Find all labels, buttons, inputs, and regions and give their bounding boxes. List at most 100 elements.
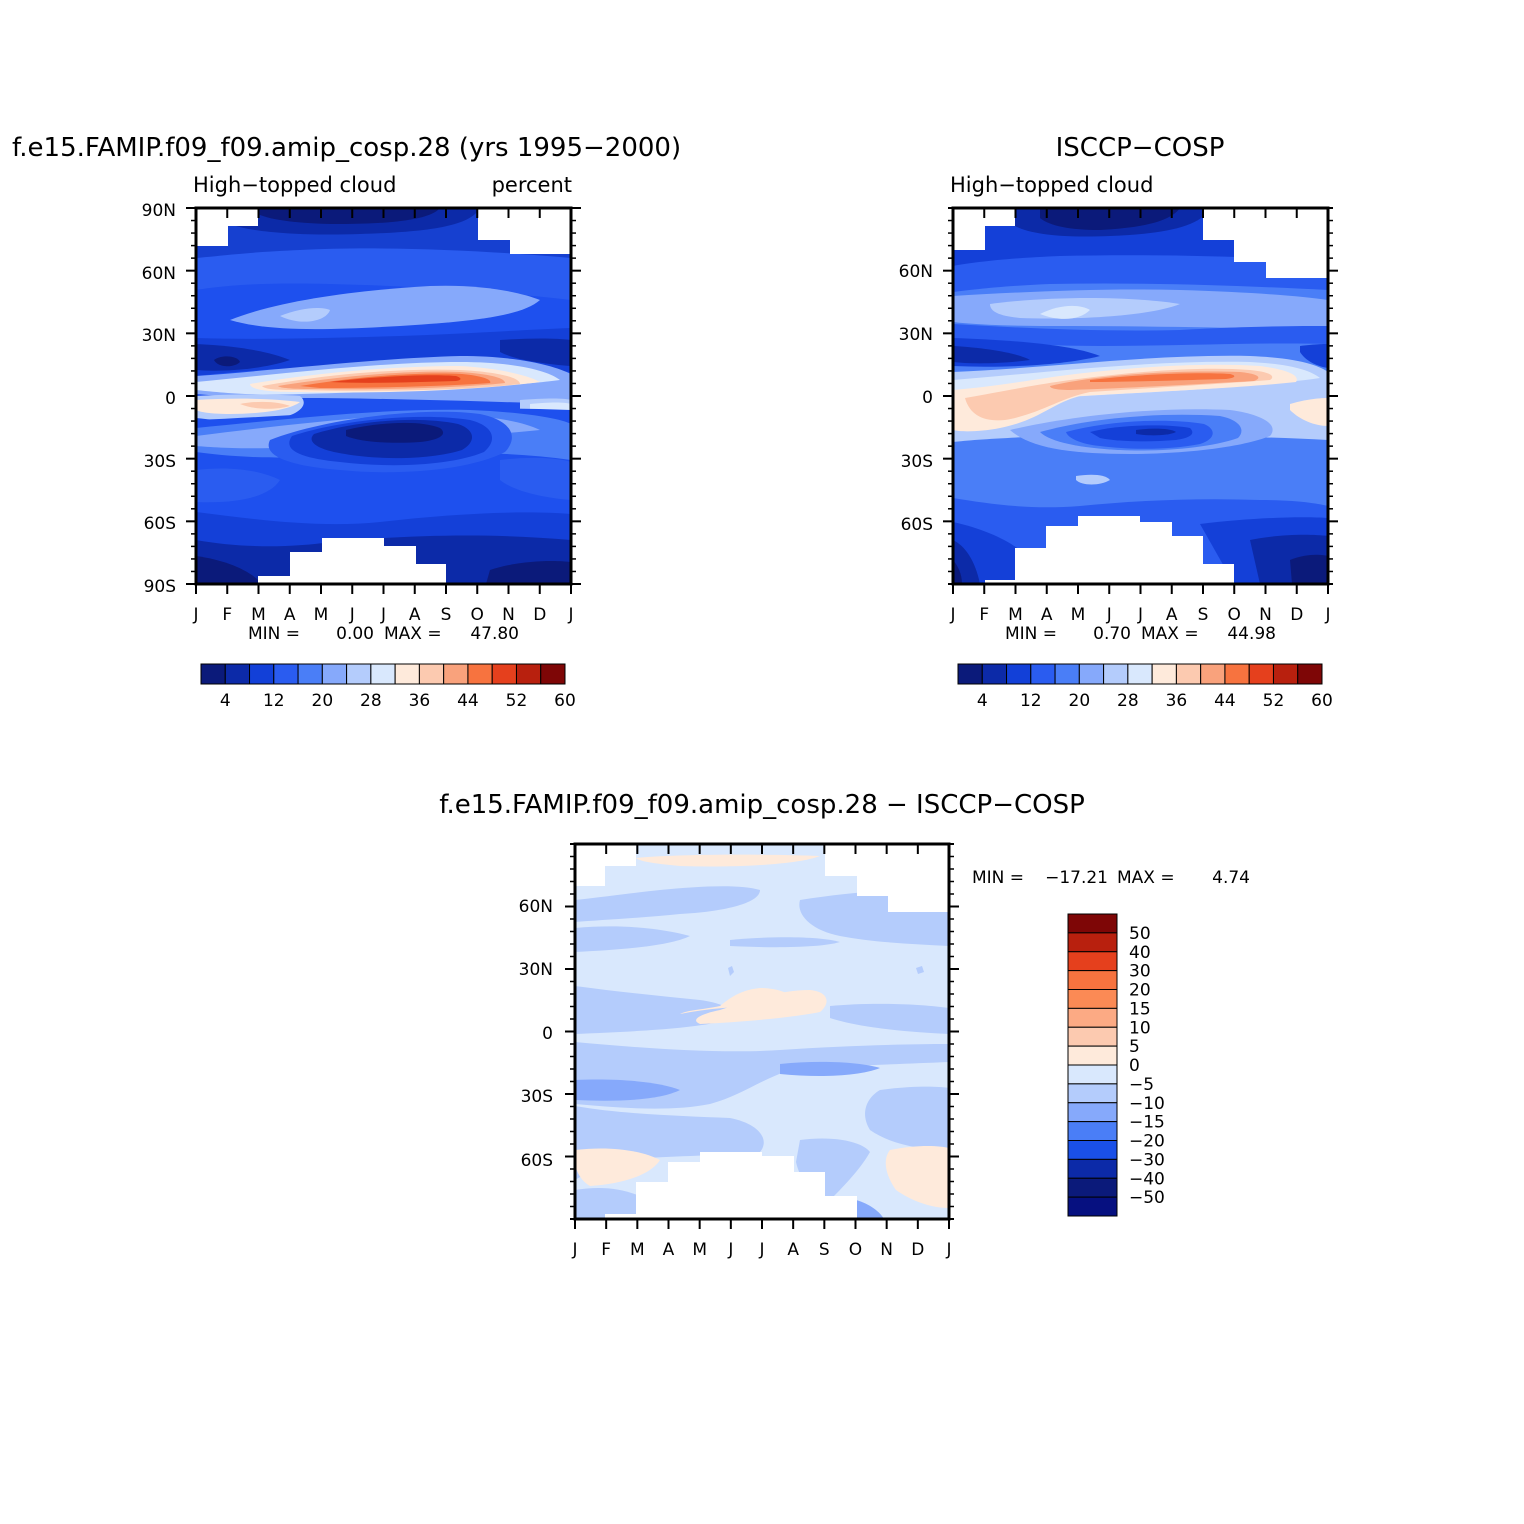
colorbar-swatch bbox=[1103, 663, 1129, 685]
obs-max-label: MAX = bbox=[1141, 624, 1199, 644]
model-lat-label: 0 bbox=[165, 389, 176, 409]
month-label: J bbox=[945, 1240, 951, 1260]
month-label: S bbox=[441, 605, 452, 625]
diff-contour-field bbox=[575, 844, 949, 1219]
colorbar-swatch bbox=[1067, 1196, 1118, 1217]
diff-title: f.e15.FAMIP.f09_f09.amip_cosp.28 − ISCCP… bbox=[439, 790, 1085, 820]
obs-lat-label: 30S bbox=[901, 452, 933, 472]
month-label: J bbox=[1137, 605, 1143, 625]
obs-axis-ticks bbox=[943, 207, 1338, 594]
obs-colorbar: 4 12 20 28 36 44 52 60 bbox=[957, 663, 1333, 711]
colorbar-label: 20 bbox=[1069, 691, 1091, 711]
colorbar-swatch bbox=[1151, 663, 1177, 685]
colorbar-swatch bbox=[1030, 663, 1056, 685]
colorbar-swatch bbox=[1067, 1158, 1118, 1179]
month-label: M bbox=[630, 1240, 645, 1260]
obs-lat-label: 0 bbox=[922, 388, 933, 408]
colorbar-swatch bbox=[1067, 932, 1118, 953]
model-contour-field bbox=[196, 208, 571, 584]
colorbar-swatch bbox=[1006, 663, 1032, 685]
diff-lat-label: 0 bbox=[542, 1024, 553, 1044]
obs-contour-field bbox=[953, 208, 1328, 584]
month-label: J bbox=[349, 605, 355, 625]
model-colorbar: 4 12 20 28 36 44 52 60 bbox=[200, 663, 576, 711]
month-label: J bbox=[571, 1240, 577, 1260]
month-label: F bbox=[979, 605, 989, 625]
month-label: J bbox=[727, 1240, 733, 1260]
colorbar-swatch bbox=[224, 663, 251, 685]
month-label: M bbox=[1008, 605, 1023, 625]
month-label: A bbox=[284, 605, 296, 625]
colorbar-label: 52 bbox=[1263, 691, 1285, 711]
diff-max-value: 4.74 bbox=[1212, 868, 1250, 888]
month-label: M bbox=[1071, 605, 1086, 625]
colorbar-swatch bbox=[540, 663, 566, 685]
obs-lat-label: 30N bbox=[899, 325, 933, 345]
diff-min-value: −17.21 bbox=[1045, 868, 1108, 888]
diff-min-label: MIN = bbox=[972, 868, 1024, 888]
diff-max-label: MAX = bbox=[1117, 868, 1175, 888]
colorbar-label: 50 bbox=[1129, 924, 1151, 944]
month-label: A bbox=[663, 1240, 675, 1260]
colorbar-swatch bbox=[394, 663, 420, 685]
colorbar-label: −15 bbox=[1129, 1113, 1165, 1133]
colorbar-swatch bbox=[1067, 951, 1118, 972]
colorbar-swatch bbox=[1067, 1007, 1118, 1028]
panel-model: f.e15.FAMIP.f09_f09.amip_cosp.28 (yrs 19… bbox=[12, 133, 681, 711]
month-label: D bbox=[911, 1240, 924, 1260]
month-label: N bbox=[880, 1240, 893, 1260]
colorbar-swatch bbox=[200, 663, 226, 685]
month-label: A bbox=[1166, 605, 1178, 625]
colorbar-label: 12 bbox=[1020, 691, 1042, 711]
colorbar-swatch bbox=[1248, 663, 1274, 685]
month-label: O bbox=[849, 1240, 862, 1260]
colorbar-swatch bbox=[515, 663, 542, 685]
diff-lat-label: 60S bbox=[521, 1151, 553, 1171]
model-axis-ticks bbox=[186, 207, 581, 594]
colorbar-label: 36 bbox=[1166, 691, 1188, 711]
colorbar-swatch bbox=[1067, 1045, 1118, 1066]
colorbar-label: 60 bbox=[554, 691, 576, 711]
colorbar-label: 44 bbox=[457, 691, 479, 711]
colorbar-label: −50 bbox=[1129, 1188, 1165, 1208]
model-variable-label: High−topped cloud bbox=[193, 173, 396, 197]
month-label: J bbox=[1106, 605, 1112, 625]
diff-lat-label: 60N bbox=[519, 897, 553, 917]
month-label: O bbox=[471, 605, 484, 625]
colorbar-swatch bbox=[418, 663, 445, 685]
colorbar-swatch bbox=[1067, 1026, 1118, 1047]
colorbar-swatch bbox=[1175, 663, 1202, 685]
diff-axis-ticks bbox=[565, 843, 959, 1229]
month-label: D bbox=[1290, 605, 1303, 625]
month-label: A bbox=[787, 1240, 799, 1260]
model-lat-label: 30N bbox=[142, 326, 176, 346]
colorbar-swatch bbox=[1078, 663, 1105, 685]
obs-max-value: 44.98 bbox=[1227, 624, 1276, 644]
model-min-label: MIN = bbox=[248, 624, 300, 644]
month-label: A bbox=[1041, 605, 1053, 625]
month-label: M bbox=[251, 605, 266, 625]
colorbar-label: −20 bbox=[1129, 1132, 1165, 1152]
colorbar-swatch bbox=[249, 663, 275, 685]
month-label: F bbox=[601, 1240, 611, 1260]
colorbar-label: 4 bbox=[977, 691, 988, 711]
diff-lat-labels: 60N 30N 0 30S 60S bbox=[519, 897, 553, 1171]
model-units-label: percent bbox=[492, 173, 572, 197]
colorbar-swatch bbox=[1067, 913, 1118, 934]
month-label: J bbox=[758, 1240, 764, 1260]
colorbar-label: 0 bbox=[1129, 1056, 1140, 1076]
obs-lat-label: 60N bbox=[899, 262, 933, 282]
month-label: N bbox=[1259, 605, 1272, 625]
model-lat-label: 90N bbox=[142, 201, 176, 221]
month-label: J bbox=[949, 605, 955, 625]
month-label: S bbox=[1198, 605, 1209, 625]
colorbar-label: 20 bbox=[312, 691, 334, 711]
colorbar-swatch bbox=[321, 663, 348, 685]
diff-lat-label: 30N bbox=[519, 960, 553, 980]
colorbar-label: −10 bbox=[1129, 1094, 1165, 1114]
obs-min-value: 0.70 bbox=[1093, 624, 1131, 644]
obs-min-label: MIN = bbox=[1005, 624, 1057, 644]
